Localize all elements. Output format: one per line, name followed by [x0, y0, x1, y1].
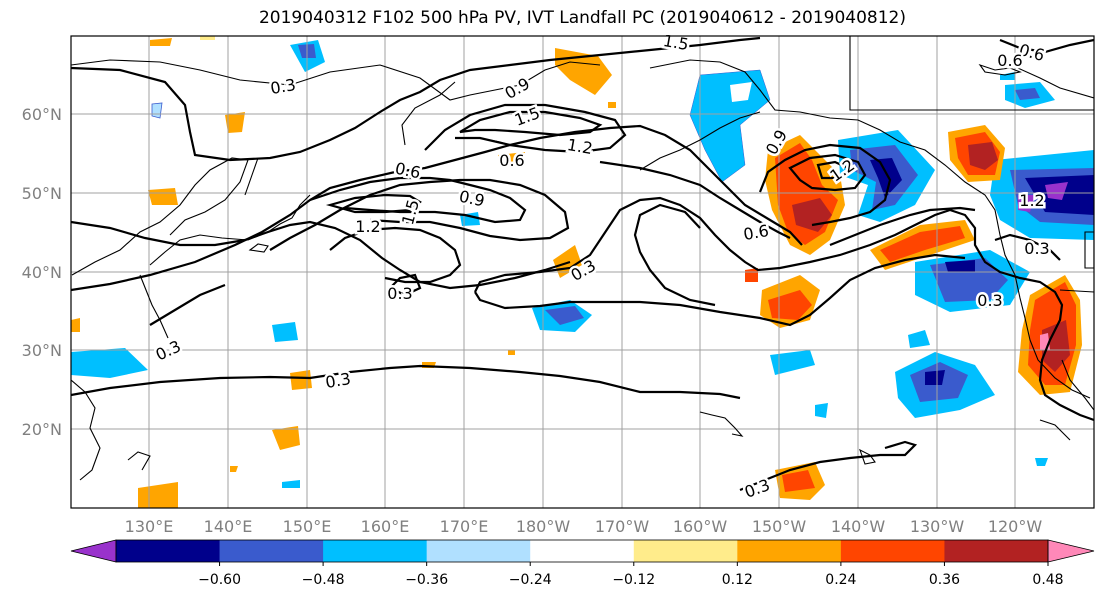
svg-text:0.3: 0.3	[387, 284, 412, 303]
lon-label: 140°E	[204, 517, 253, 536]
lon-label: 160°E	[361, 517, 410, 536]
contour-label: 0.60.6	[497, 149, 527, 173]
svg-text:0.3: 0.3	[324, 369, 352, 392]
lon-label: 120°W	[988, 517, 1043, 536]
colorbar-swatch	[219, 540, 324, 562]
svg-text:0.3: 0.3	[1024, 239, 1049, 258]
contour-label: 1.21.2	[1017, 189, 1047, 213]
svg-text:0.6: 0.6	[997, 51, 1022, 70]
svg-text:1.2: 1.2	[1019, 191, 1044, 210]
svg-text:1.5: 1.5	[662, 31, 690, 54]
colorbar-swatch	[840, 540, 945, 562]
svg-text:1.2: 1.2	[355, 217, 380, 236]
lat-label: 60°N	[22, 105, 62, 124]
lat-label: 20°N	[22, 420, 62, 439]
shaded-anomalies	[71, 36, 1094, 508]
svg-text:0.6: 0.6	[997, 51, 1022, 70]
svg-text:1.2: 1.2	[355, 217, 380, 236]
colorbar-tick-label: −0.60	[198, 572, 241, 588]
svg-text:0.3: 0.3	[269, 75, 297, 98]
svg-text:0.6: 0.6	[499, 151, 524, 170]
pv-contours	[71, 36, 1094, 492]
colorbar-extend-low	[70, 539, 117, 563]
lon-label: 130°W	[910, 517, 965, 536]
colorbar-swatch	[737, 540, 842, 562]
contour-label: 0.60.6	[995, 49, 1025, 73]
colorbar-tick-label: 0.24	[825, 572, 856, 588]
lon-label: 130°E	[125, 517, 174, 536]
svg-text:0.6: 0.6	[742, 221, 770, 244]
longitude-labels: 130°E 140°E 150°E 160°E 170°E 180°W 170°W 160°W…	[125, 517, 1043, 536]
svg-text:0.9: 0.9	[457, 187, 486, 211]
colorbar-frame	[115, 539, 1049, 563]
map-frame	[70, 35, 1095, 509]
colorbar-swatch	[116, 540, 221, 562]
svg-text:0.3: 0.3	[1024, 239, 1049, 258]
lat-label: 50°N	[22, 184, 62, 203]
coastlines	[71, 36, 1094, 481]
colorbar-tick-label: 0.12	[722, 572, 753, 588]
lon-label: 140°W	[831, 517, 886, 536]
contour-label: 0.30.3	[1022, 237, 1052, 261]
svg-text:0.3: 0.3	[977, 291, 1002, 310]
contour-label: 0.30.3	[975, 289, 1005, 313]
colorbar-swatch	[633, 540, 738, 562]
map-title: 2019040312 F102 500 hPa PV, IVT Landfall…	[258, 8, 906, 28]
colorbar-swatch	[426, 540, 531, 562]
lon-label: 170°W	[595, 517, 650, 536]
contour-label: 0.30.3	[321, 366, 354, 394]
lon-label: 180°W	[516, 517, 571, 536]
lon-label: 150°E	[283, 517, 332, 536]
svg-text:0.3: 0.3	[977, 291, 1002, 310]
lat-label: 40°N	[22, 263, 62, 282]
colorbar-tick-label: −0.12	[612, 572, 655, 588]
colorbar-tick-label: 0.36	[929, 572, 960, 588]
lon-label: 160°W	[673, 517, 728, 536]
colorbar-swatch	[323, 540, 428, 562]
svg-text:1.2: 1.2	[1019, 191, 1044, 210]
svg-text:0.6: 0.6	[393, 159, 422, 183]
colorbar: −0.60 −0.48 −0.36 −0.24 −0.12 0.12 0.24 0.36 0.4…	[70, 539, 1095, 588]
colorbar-extend-high	[1047, 539, 1095, 563]
svg-text:0.3: 0.3	[387, 284, 412, 303]
lon-label: 150°W	[752, 517, 807, 536]
latitude-labels: 60°N 50°N 40°N 30°N 20°N	[22, 105, 62, 439]
colorbar-swatch	[944, 540, 1049, 562]
colorbar-tick-label: 0.48	[1032, 572, 1063, 588]
svg-text:0.6: 0.6	[499, 151, 524, 170]
graticule	[71, 36, 1094, 508]
svg-text:1.2: 1.2	[566, 135, 594, 158]
contour-label: 0.30.3	[385, 282, 415, 306]
contour-label: 1.21.2	[353, 215, 383, 239]
colorbar-tick-label: −0.24	[509, 572, 552, 588]
colorbar-tick-label: −0.36	[405, 572, 448, 588]
colorbar-swatch	[530, 540, 635, 562]
lon-label: 170°E	[440, 517, 489, 536]
lat-label: 30°N	[22, 341, 62, 360]
colorbar-tick-label: −0.48	[302, 572, 345, 588]
